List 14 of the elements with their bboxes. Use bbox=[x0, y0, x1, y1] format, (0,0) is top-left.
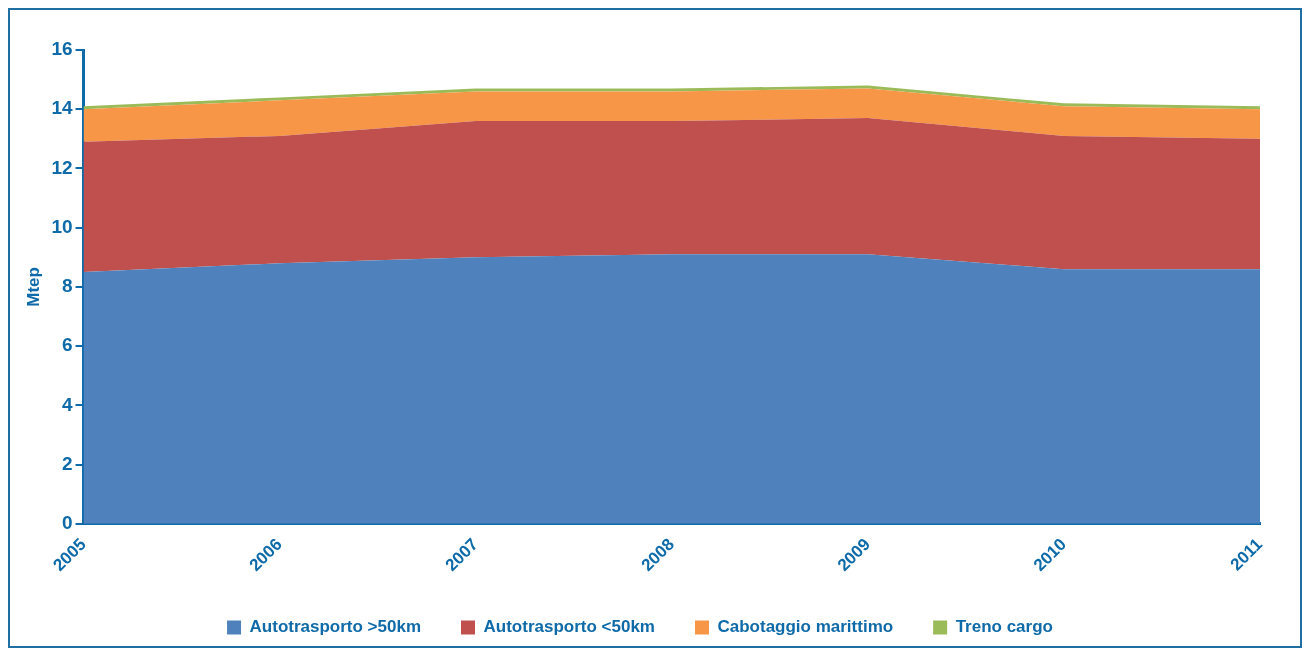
y-tick-label: 0 bbox=[61, 512, 73, 534]
legend-label: Treno cargo bbox=[955, 617, 1053, 637]
legend-label: Autotrasporto >50km bbox=[249, 617, 422, 637]
y-axis-title: Mtep bbox=[23, 267, 43, 307]
y-tick-label: 2 bbox=[61, 452, 73, 474]
y-tick-label: 14 bbox=[51, 97, 73, 119]
legend-label: Cabotaggio marittimo bbox=[717, 617, 894, 637]
y-tick-label: 6 bbox=[61, 334, 73, 356]
y-tick-label: 8 bbox=[61, 275, 73, 297]
y-tick-label: 12 bbox=[51, 156, 73, 178]
y-tick-label: 16 bbox=[51, 38, 73, 60]
y-tick-label: 4 bbox=[61, 393, 73, 415]
legend-label: Autotrasporto <50km bbox=[483, 617, 655, 637]
y-tick-label: 10 bbox=[51, 215, 73, 237]
